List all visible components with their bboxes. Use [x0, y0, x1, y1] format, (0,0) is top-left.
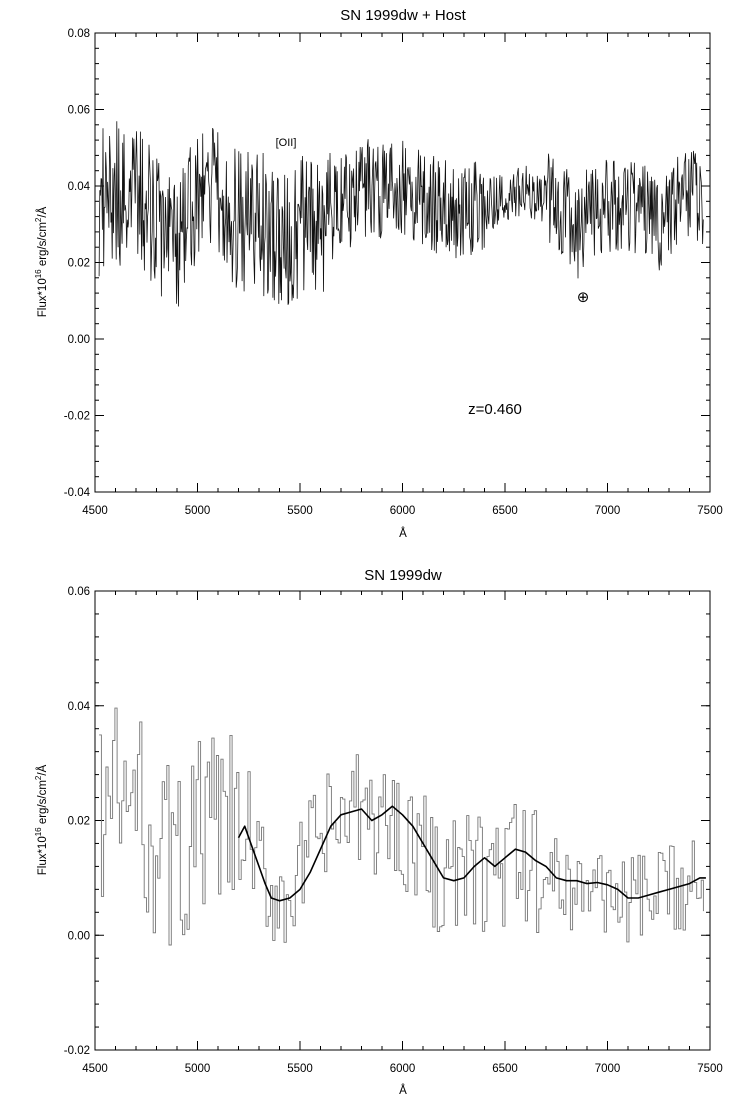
redshift-annotation: z=0.460	[468, 401, 522, 418]
y-tick-label: 0.04	[68, 701, 91, 713]
top-spectrum-series	[98, 121, 704, 307]
x-tick-label: 6000	[390, 505, 416, 517]
bottom-spectrum-series	[99, 707, 706, 946]
x-tick-label: 6500	[492, 505, 518, 517]
top-axis-ticks: 4500 5000 5500 6000 6500 7000 7500 -0.04 -0.02 0.…	[64, 28, 723, 517]
x-tick-label: 6000	[390, 1063, 416, 1075]
sn-spectrum-histogram	[99, 707, 704, 946]
y-tick-label: 0.04	[68, 181, 91, 193]
y-tick-label: 0.00	[68, 930, 90, 942]
y-tick-label: -0.02	[64, 411, 90, 423]
y-tick-label: 0.02	[68, 258, 90, 270]
bottom-spectrum-panel: SN 1999dw 4500 5000 5500 6000 6500 7000 7500 -0…	[34, 567, 723, 1097]
top-y-axis-label: Flux*1016 erg/s/cm2/Å	[34, 206, 49, 317]
top-spectrum-panel: SN 1999dw + Host 4500 5000 5500 6000 6500 700…	[34, 7, 723, 540]
template-model-line	[237, 805, 706, 902]
y-tick-label: -0.04	[64, 487, 91, 499]
x-tick-label: 7000	[595, 505, 621, 517]
x-tick-label: 7500	[697, 1063, 723, 1075]
x-tick-label: 6500	[492, 1063, 518, 1075]
x-tick-label: 5000	[185, 1063, 211, 1075]
y-tick-label: 0.08	[68, 28, 90, 40]
y-tick-label: 0.06	[68, 105, 90, 117]
x-tick-label: 5500	[287, 1063, 313, 1075]
y-tick-label: 0.00	[68, 334, 90, 346]
x-tick-label: 4500	[82, 505, 108, 517]
top-plot-frame	[94, 32, 711, 493]
bottom-chart-title: SN 1999dw	[364, 567, 442, 584]
bottom-y-axis-label: Flux*1016 erg/s/cm2/Å	[34, 764, 49, 875]
x-tick-label: 5000	[185, 505, 211, 517]
x-tick-label: 7000	[595, 1063, 621, 1075]
y-tick-label: 0.06	[68, 586, 90, 598]
oii-line-annotation: [OII]	[276, 137, 297, 149]
x-tick-label: 5500	[287, 505, 313, 517]
x-tick-label: 7500	[697, 505, 723, 517]
x-tick-label: 4500	[82, 1063, 108, 1075]
bottom-plot-frame	[94, 590, 711, 1051]
bottom-x-axis-label: Å	[399, 1084, 407, 1097]
bottom-axis-ticks: 4500 5000 5500 6000 6500 7000 7500 -0.02 0.00 0.0…	[64, 586, 723, 1075]
host-spectrum-line	[98, 121, 704, 307]
y-tick-label: 0.02	[68, 816, 90, 828]
top-x-axis-label: Å	[399, 527, 407, 540]
top-chart-title: SN 1999dw + Host	[340, 7, 466, 24]
y-tick-label: -0.02	[64, 1045, 90, 1057]
telluric-earth-symbol: ⊕	[577, 289, 590, 306]
